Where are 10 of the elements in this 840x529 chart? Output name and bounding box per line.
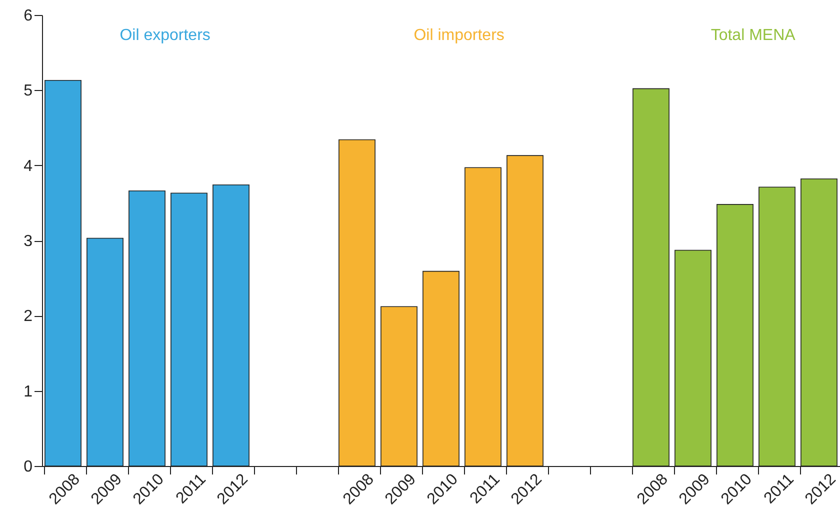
y-tick-label: 1 — [24, 383, 33, 400]
y-tick-label: 0 — [24, 458, 33, 476]
y-tick-label: 6 — [24, 8, 33, 24]
text: Oil exporters — [120, 27, 210, 44]
y-tick-label: 2 — [24, 308, 33, 326]
y-tick-label: 4 — [24, 158, 33, 175]
text: Oil importers — [414, 27, 504, 44]
y-tick-label: 3 — [24, 233, 33, 250]
text: Total MENA — [710, 27, 796, 44]
y-tick-label: 5 — [24, 82, 33, 100]
